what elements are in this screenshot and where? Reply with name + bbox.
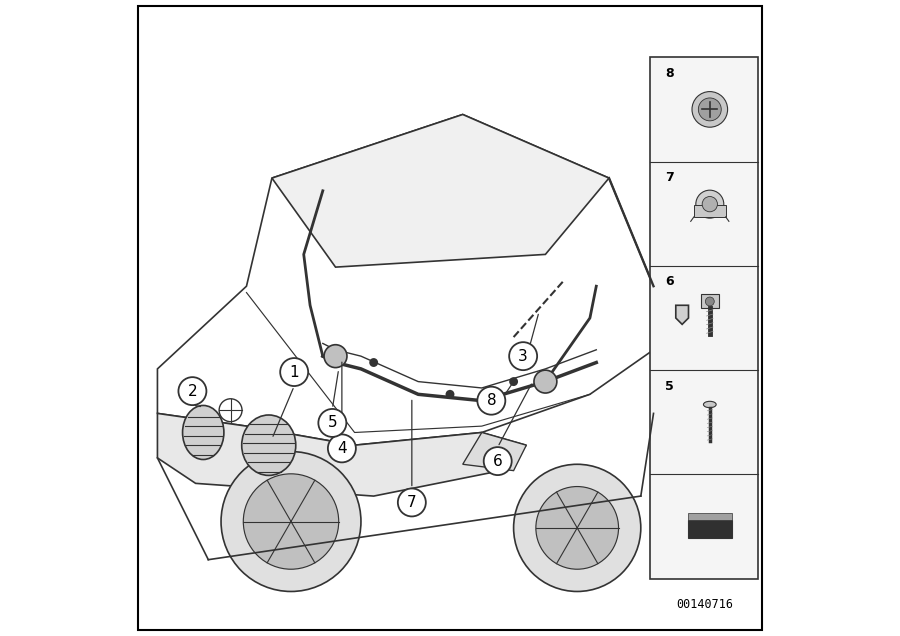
Ellipse shape xyxy=(704,401,716,408)
Circle shape xyxy=(536,487,618,569)
Circle shape xyxy=(280,358,308,386)
Circle shape xyxy=(178,377,206,405)
Text: 00140716: 00140716 xyxy=(676,598,733,611)
Circle shape xyxy=(324,345,347,368)
Bar xyxy=(688,513,732,520)
Circle shape xyxy=(483,447,512,475)
Polygon shape xyxy=(158,413,526,496)
Text: 1: 1 xyxy=(290,364,299,380)
Ellipse shape xyxy=(183,406,224,459)
Circle shape xyxy=(706,297,715,306)
Circle shape xyxy=(221,452,361,591)
Text: 6: 6 xyxy=(493,453,502,469)
Circle shape xyxy=(319,409,346,437)
Circle shape xyxy=(702,197,717,212)
Circle shape xyxy=(243,474,338,569)
Circle shape xyxy=(514,464,641,591)
Bar xyxy=(688,520,732,538)
Circle shape xyxy=(219,399,242,422)
Bar xyxy=(694,205,725,217)
Text: 4: 4 xyxy=(338,441,346,456)
Polygon shape xyxy=(676,305,688,324)
Text: 5: 5 xyxy=(328,415,338,431)
Bar xyxy=(701,294,719,308)
Polygon shape xyxy=(653,286,692,413)
Circle shape xyxy=(696,190,724,218)
Circle shape xyxy=(328,434,356,462)
Circle shape xyxy=(698,98,721,121)
Circle shape xyxy=(446,390,454,399)
Text: 7: 7 xyxy=(665,171,674,184)
Circle shape xyxy=(369,358,378,367)
Circle shape xyxy=(398,488,426,516)
Polygon shape xyxy=(272,114,609,267)
Ellipse shape xyxy=(242,415,296,476)
Circle shape xyxy=(509,377,518,386)
Text: 5: 5 xyxy=(665,380,674,392)
Circle shape xyxy=(692,92,727,127)
Text: 8: 8 xyxy=(665,67,674,80)
Polygon shape xyxy=(463,432,526,471)
Text: 6: 6 xyxy=(665,275,674,288)
Text: 8: 8 xyxy=(487,393,496,408)
Text: 3: 3 xyxy=(518,349,528,364)
Text: 2: 2 xyxy=(187,384,197,399)
Text: 7: 7 xyxy=(407,495,417,510)
Circle shape xyxy=(477,387,505,415)
Circle shape xyxy=(509,342,537,370)
Bar xyxy=(651,57,759,579)
Circle shape xyxy=(534,370,557,393)
